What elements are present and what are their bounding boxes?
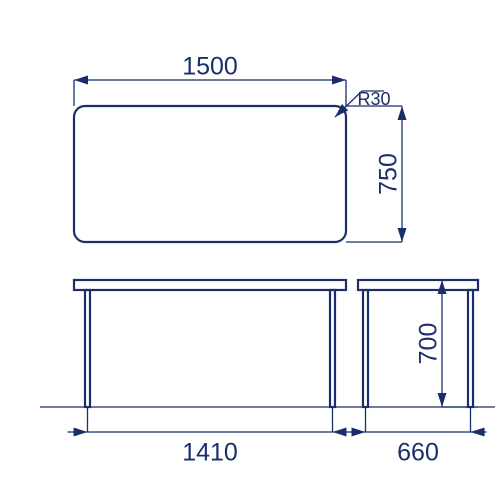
front-view-leg-left [85,290,90,407]
side-view-leg-left [363,290,368,407]
dim-front-leg-span: 1410 [182,439,238,467]
dim-corner-radius: R30 [357,89,390,109]
side-view-tabletop [358,280,478,290]
front-view-tabletop [74,280,346,290]
dim-elevation-height: 700 [415,323,443,365]
side-view-leg-right [468,290,473,407]
dim-top-depth: 750 [375,153,403,195]
top-view-outline [74,106,346,242]
dim-side-leg-span: 660 [397,439,439,467]
dim-top-width: 1500 [182,53,238,81]
front-view-leg-right [330,290,335,407]
